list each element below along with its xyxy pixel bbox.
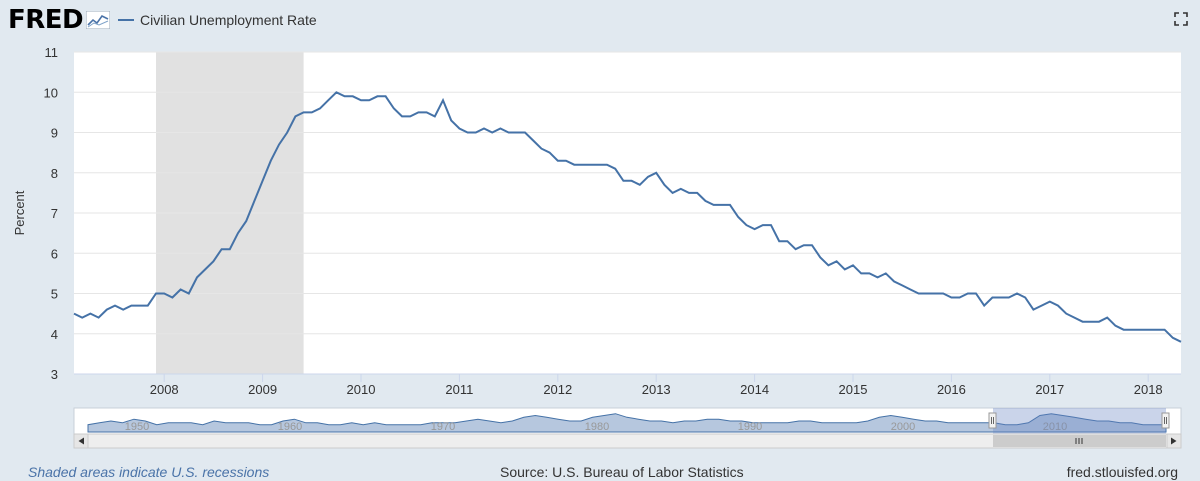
y-axis-label: Percent — [12, 190, 27, 235]
legend-swatch — [118, 19, 134, 21]
x-tick-label: 2012 — [543, 382, 572, 397]
navigator-tick-label: 1960 — [278, 421, 302, 433]
y-tick-label: 5 — [51, 287, 58, 302]
navigator-tick-label: 2000 — [891, 421, 915, 433]
y-tick-label: 10 — [44, 85, 58, 100]
chart-header: FRED Civilian Unemployment Rate — [0, 0, 1200, 40]
y-axis-ticks: 3 4 5 6 7 8 9 10 11 — [44, 45, 58, 382]
y-tick-label: 9 — [51, 126, 58, 141]
y-tick-label: 8 — [51, 166, 58, 181]
expand-icon[interactable] — [1173, 11, 1189, 27]
navigator-tick-label: 1980 — [585, 421, 609, 433]
navigator-ticks: 1950 1960 1970 1980 1990 2000 2010 — [125, 421, 1067, 433]
chart: 3 4 5 6 7 8 9 10 11 2008 2009 2010 2011 2012 2013 2014… — [12, 45, 1182, 449]
x-tick-label: 2009 — [248, 382, 277, 397]
arrow-right-icon — [1171, 437, 1177, 445]
recession-note[interactable]: Shaded areas indicate U.S. recessions — [28, 464, 270, 480]
navigator-selection[interactable] — [993, 408, 1166, 434]
x-tick-label: 2008 — [150, 382, 179, 397]
navigator-tick-label: 2010 — [1043, 421, 1067, 433]
x-tick-label: 2011 — [445, 382, 473, 397]
scrollbar-grip-icon — [1075, 438, 1083, 444]
series-line-unemployment — [73, 91, 1182, 343]
x-tick-label: 2017 — [1035, 382, 1064, 397]
fred-logo-text: FRED — [8, 5, 84, 35]
y-tick-label: 11 — [45, 45, 59, 60]
fred-graph-icon — [86, 11, 111, 29]
legend-label: Civilian Unemployment Rate — [140, 12, 317, 28]
x-tick-label: 2010 — [347, 382, 376, 397]
x-tick-label: 2014 — [740, 382, 769, 397]
source-credit: Source: U.S. Bureau of Labor Statistics — [500, 464, 744, 480]
navigator-tick-label: 1970 — [431, 421, 455, 433]
x-axis-ticks: 2008 2009 2010 2011 2012 2013 2014 2015 2016 2017… — [74, 373, 1181, 397]
navigator[interactable]: 1950 1960 1970 1980 1990 2000 2010 — [73, 407, 1182, 435]
navigator-area — [87, 413, 1167, 433]
y-tick-label: 7 — [51, 206, 58, 221]
navigator-tick-label: 1950 — [125, 421, 149, 433]
arrow-left-icon — [78, 437, 84, 445]
scroll-left-button[interactable] — [73, 433, 89, 449]
x-tick-label: 2016 — [937, 382, 966, 397]
x-tick-label: 2018 — [1134, 382, 1163, 397]
navigator-tick-label: 1990 — [738, 421, 762, 433]
scroll-right-button[interactable] — [1166, 433, 1182, 449]
y-tick-label: 3 — [51, 367, 58, 382]
legend-item[interactable]: Civilian Unemployment Rate — [118, 9, 317, 31]
fred-logo[interactable]: FRED — [8, 5, 111, 35]
x-tick-label: 2013 — [642, 382, 671, 397]
y-tick-label: 4 — [51, 327, 58, 342]
x-tick-label: 2015 — [839, 382, 868, 397]
navigator-handle-left[interactable] — [988, 412, 997, 429]
navigator-handle-right[interactable] — [1161, 412, 1170, 429]
scrollbar[interactable] — [73, 433, 1182, 449]
site-link[interactable]: fred.stlouisfed.org — [1066, 464, 1178, 480]
y-tick-label: 6 — [51, 246, 58, 261]
